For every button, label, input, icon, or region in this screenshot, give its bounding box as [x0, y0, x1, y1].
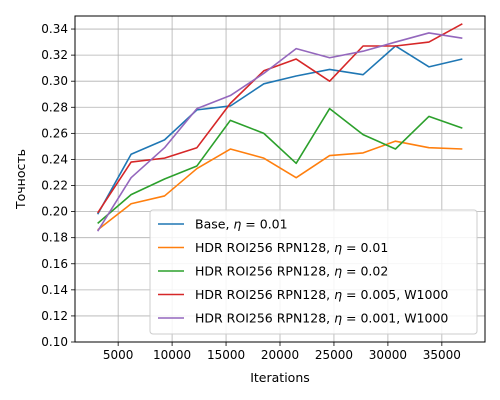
- y-tick-label: 0.20: [41, 205, 68, 219]
- legend-label-suffix: = 0.005, W1000: [342, 287, 448, 302]
- y-tick-label: 0.16: [41, 257, 68, 271]
- y-tick-label: 0.28: [41, 100, 68, 114]
- legend-label-symbol: η: [334, 287, 342, 302]
- legend-label-prefix: HDR ROI256 RPN128,: [195, 240, 334, 255]
- y-tick-label: 0.24: [41, 152, 68, 166]
- legend-label: HDR ROI256 RPN128, η = 0.005, W1000: [195, 287, 448, 302]
- legend-label-symbol: η: [334, 264, 342, 279]
- legend-label: HDR ROI256 RPN128, η = 0.01: [195, 240, 388, 255]
- y-tick-label: 0.14: [41, 283, 68, 297]
- x-tick-label: 25000: [315, 348, 353, 362]
- x-tick-label: 15000: [207, 348, 245, 362]
- legend-box: [149, 209, 478, 335]
- x-tick-label: 5000: [103, 348, 134, 362]
- y-axis-title: Точность: [13, 149, 28, 210]
- x-tick-label: 30000: [369, 348, 407, 362]
- y-tick-label: 0.10: [41, 335, 68, 349]
- series-line-2: [97, 140, 463, 231]
- y-tick-label: 0.22: [41, 179, 68, 193]
- legend-label-prefix: HDR ROI256 RPN128,: [195, 264, 334, 279]
- x-tick-label: 20000: [261, 348, 299, 362]
- y-tick-label: 0.12: [41, 309, 68, 323]
- legend-label-suffix: = 0.01: [241, 217, 287, 232]
- y-tick-label: 0.32: [41, 48, 68, 62]
- legend-label: Base, η = 0.01: [195, 217, 288, 232]
- series-line-1: [96, 45, 463, 215]
- y-tick-label: 0.30: [41, 74, 68, 88]
- series-line-3: [97, 107, 463, 224]
- legend-label-prefix: HDR ROI256 RPN128,: [195, 287, 334, 302]
- y-tick-label: 0.34: [41, 22, 68, 36]
- series-lines: [96, 23, 463, 232]
- y-tick-label: 0.18: [41, 231, 68, 245]
- legend-label-suffix: = 0.02: [342, 264, 388, 279]
- legend-label-suffix: = 0.001, W1000: [342, 311, 448, 326]
- legend-label-symbol: η: [233, 217, 241, 232]
- x-tick-label: 10000: [153, 348, 191, 362]
- x-axis-title: Iterations: [250, 370, 310, 385]
- series-line-5: [96, 32, 463, 232]
- legend-label-prefix: HDR ROI256 RPN128,: [195, 311, 334, 326]
- legend-label: HDR ROI256 RPN128, η = 0.02: [195, 264, 388, 279]
- legend-label-prefix: Base,: [195, 217, 233, 232]
- legend-label-symbol: η: [334, 240, 342, 255]
- legend-label-symbol: η: [334, 311, 342, 326]
- series-line-4: [96, 23, 463, 214]
- x-tick-label: 35000: [423, 348, 461, 362]
- legend-label-suffix: = 0.01: [342, 240, 388, 255]
- y-tick-label: 0.26: [41, 126, 68, 140]
- axis-ticks: 5000 10000 15000 20000 25000 30000 35000 0.10 0.…: [41, 22, 461, 362]
- legend-label: HDR ROI256 RPN128, η = 0.001, W1000: [195, 311, 448, 326]
